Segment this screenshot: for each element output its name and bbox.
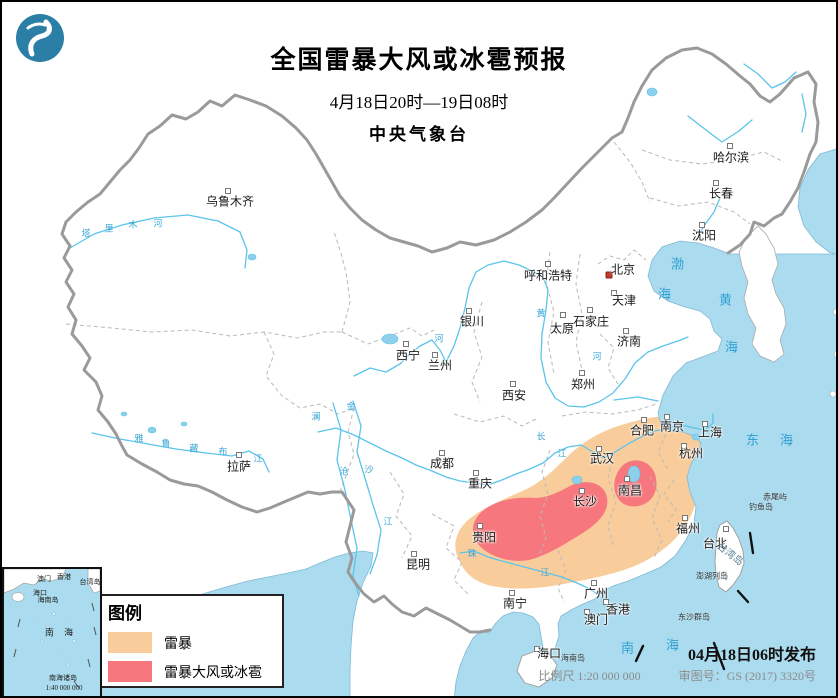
legend-swatch (108, 661, 152, 682)
hail-area-nanchang (614, 460, 657, 507)
legend-title: 图例 (108, 604, 142, 623)
legend-item: 雷暴 (108, 632, 276, 653)
south-china-sea-inset: 澳门 香港 台湾岛 海口 海南岛南 海南海诸岛 1:40 000 000 (2, 567, 102, 696)
country-border-path (60, 46, 820, 634)
island (829, 390, 836, 398)
footer-meta: 比例尺 1:20 000 000 审图号：GS (2017) 3320号 (538, 667, 816, 684)
rivers (69, 63, 807, 597)
island (833, 350, 836, 358)
issued-time: 04月18日06时发布 (687, 647, 816, 664)
legend-item: 雷暴大风或冰雹 (108, 661, 276, 682)
legend-box: 图例 雷暴雷暴大风或冰雹 (100, 594, 284, 688)
legend-label: 雷暴 (164, 636, 192, 652)
approval-number: 审图号：GS (2017) 3320号 (678, 669, 816, 683)
legend-items: 雷暴 雷暴大风或冰雹 (108, 632, 276, 682)
cma-logo-icon (16, 14, 64, 62)
sea-east (454, 240, 836, 696)
legend-label: 雷暴大风或冰雹 (164, 665, 262, 681)
page-title: 全国雷暴大风或冰雹预报 (270, 47, 568, 74)
inset-map-svg (4, 569, 100, 688)
sea-japan (797, 148, 836, 255)
hainan-island (516, 650, 558, 688)
hail-area-southwest (473, 482, 608, 561)
maritime-boundary-dashes (634, 531, 755, 671)
agency-name: 中央气象台 (369, 125, 469, 144)
province-borders (65, 141, 785, 603)
header: 全国雷暴大风或冰雹预报 4月18日20时—19日08时 中央气象台 (2, 40, 836, 145)
map-scale: 比例尺 1:20 000 000 (538, 669, 641, 683)
forecast-period: 4月18日20时—19日08时 (329, 93, 509, 112)
lakes (120, 87, 701, 485)
island (832, 308, 836, 316)
korea-landmass (738, 225, 787, 363)
footer: 04月18日06时发布 比例尺 1:20 000 000 审图号：GS (2017… (538, 641, 816, 684)
legend-swatch (108, 632, 152, 653)
taiwan-island (714, 520, 745, 593)
